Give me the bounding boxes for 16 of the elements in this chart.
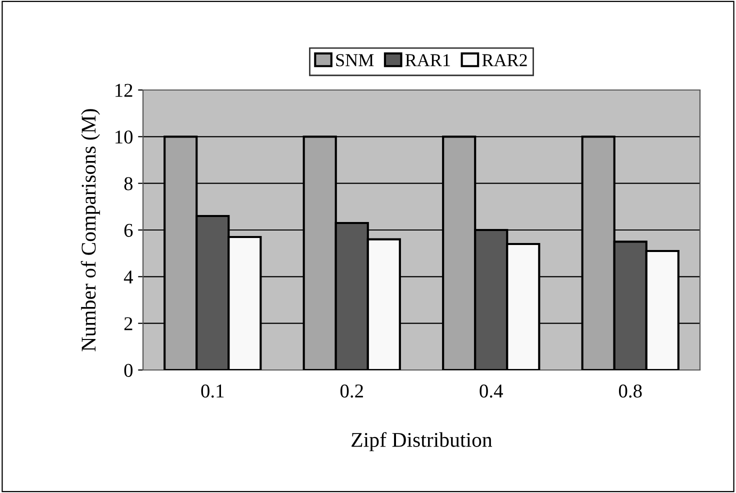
x-tick-label: 0.1 [201,384,224,398]
y-tick-label: 4 [124,270,133,284]
y-tick-label: 2 [124,317,132,330]
x-tick-label: 0.4 [480,384,503,398]
legend-label: RAR2 [482,54,527,66]
x-tick-label: 0.8 [618,384,642,398]
legend-label: SNM [336,54,374,66]
y-axis-title: Number of Comparisons (M) [80,109,100,352]
y-tick-label: 6 [124,224,133,237]
y-tick-label: 0 [124,364,133,377]
x-axis-title: Zipf Distribution [352,432,492,452]
x-tick-label: 0.2 [340,384,363,398]
y-tick-label: 10 [116,130,133,144]
legend-label: RAR1 [405,54,450,66]
y-tick-label: 8 [124,177,133,190]
y-tick-label: 12 [116,84,132,97]
